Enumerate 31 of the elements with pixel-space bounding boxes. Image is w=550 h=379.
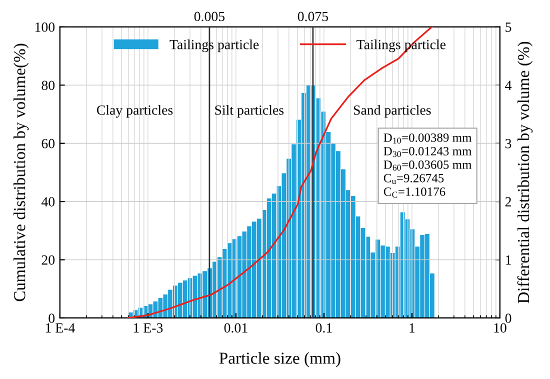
annotation: D$_{60}$=0.03605 mm: [384, 160, 472, 171]
y-tick-label: 100: [35, 22, 55, 32]
y2-tick-label: 4: [505, 80, 512, 90]
ref-line-label: 0.075: [298, 12, 328, 22]
x-tick-label: 1 E-4: [46, 323, 75, 332]
ref-line-label: 0.005: [194, 12, 225, 22]
x-tick-label: 0.1: [316, 323, 332, 333]
y-tick-label: 80: [42, 80, 55, 90]
y-tick-label: 20: [42, 255, 55, 265]
y-tick-label: 40: [41, 197, 55, 207]
x-tick-label: 1 E-3: [134, 323, 163, 333]
y-tick-label: 60: [42, 138, 55, 148]
y-axis-title: Cumulative distribution by volume(%): [14, 44, 29, 302]
annotation: D$_{30}$=0.01243 mm: [384, 146, 472, 158]
y-tick-label: 0: [48, 314, 55, 323]
annotation: C$_{C}$=1.10176: [384, 187, 446, 198]
y2-axis-title: Differential distribution by volume (%): [517, 42, 533, 304]
x-tick-label: 10: [494, 323, 506, 333]
x-tick-label: 1: [410, 323, 415, 332]
x-tick-label: 0.01: [224, 323, 248, 333]
annotation: Clay particles: [96, 105, 173, 118]
y2-tick-label: 0: [505, 314, 512, 323]
y2-tick-label: 3: [505, 138, 512, 148]
y2-tick-label: 5: [506, 22, 512, 32]
y2-tick-label: 1: [506, 255, 511, 265]
y2-tick-label: 2: [505, 197, 511, 206]
annotation: C$_{u}$=9.26745: [384, 174, 444, 184]
annotation: Sand particles: [354, 105, 431, 118]
x-axis-title: Particle size (mm): [219, 352, 340, 368]
annotation: D$_{10}$=0.00389 mm: [384, 133, 472, 144]
annotation: Silt particles: [215, 105, 284, 118]
